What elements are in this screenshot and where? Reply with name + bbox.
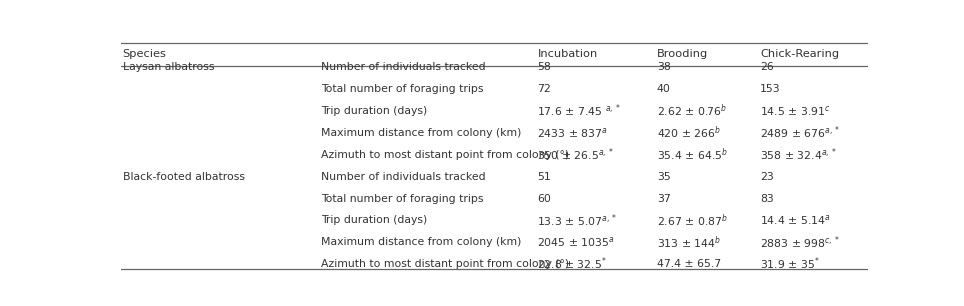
Text: 37: 37	[656, 193, 671, 203]
Text: 35: 35	[656, 172, 671, 182]
Text: 2489 ± 676$^{a,*}$: 2489 ± 676$^{a,*}$	[760, 125, 841, 141]
Text: 40: 40	[656, 84, 671, 94]
Text: Maximum distance from colony (km): Maximum distance from colony (km)	[321, 237, 522, 247]
Text: 13.3 ± 5.07$^{a,*}$: 13.3 ± 5.07$^{a,*}$	[537, 212, 618, 229]
Text: Azimuth to most distant point from colony (°): Azimuth to most distant point from colon…	[321, 150, 569, 160]
Text: 14.5 ± 3.91$^{c}$: 14.5 ± 3.91$^{c}$	[760, 104, 831, 118]
Text: 35.4 ± 64.5$^{b}$: 35.4 ± 64.5$^{b}$	[656, 147, 728, 163]
Text: Laysan albatross: Laysan albatross	[122, 62, 214, 72]
Text: Maximum distance from colony (km): Maximum distance from colony (km)	[321, 128, 522, 138]
Text: Black-footed albatross: Black-footed albatross	[122, 172, 245, 182]
Text: 313 ± 144$^{b}$: 313 ± 144$^{b}$	[656, 234, 721, 251]
Text: Total number of foraging trips: Total number of foraging trips	[321, 84, 483, 94]
Text: Chick-Rearing: Chick-Rearing	[760, 49, 839, 59]
Text: 153: 153	[760, 84, 781, 94]
Text: 60: 60	[537, 193, 551, 203]
Text: 31.9 ± 35$^{*}$: 31.9 ± 35$^{*}$	[760, 256, 819, 272]
Text: 22.8 ± 32.5$^{*}$: 22.8 ± 32.5$^{*}$	[537, 256, 607, 272]
Text: 358 ± 32.4$^{a,*}$: 358 ± 32.4$^{a,*}$	[760, 147, 837, 163]
Text: Incubation: Incubation	[537, 49, 598, 59]
Text: 2.62 ± 0.76$^{b}$: 2.62 ± 0.76$^{b}$	[656, 103, 727, 119]
Text: 350 ± 26.5$^{a,*}$: 350 ± 26.5$^{a,*}$	[537, 147, 614, 163]
Text: Trip duration (days): Trip duration (days)	[321, 106, 427, 116]
Text: 2433 ± 837$^{a}$: 2433 ± 837$^{a}$	[537, 126, 608, 140]
Text: 26: 26	[760, 62, 774, 72]
Text: 38: 38	[656, 62, 671, 72]
Text: 58: 58	[537, 62, 551, 72]
Text: Species: Species	[122, 49, 167, 59]
Text: 2.67 ± 0.87$^{b}$: 2.67 ± 0.87$^{b}$	[656, 212, 728, 229]
Text: Trip duration (days): Trip duration (days)	[321, 215, 427, 226]
Text: 14.4 ± 5.14$^{a}$: 14.4 ± 5.14$^{a}$	[760, 213, 831, 227]
Text: Total number of foraging trips: Total number of foraging trips	[321, 193, 483, 203]
Text: Brooding: Brooding	[656, 49, 709, 59]
Text: 72: 72	[537, 84, 551, 94]
Text: Number of individuals tracked: Number of individuals tracked	[321, 172, 485, 182]
Text: 47.4 ± 65.7: 47.4 ± 65.7	[656, 259, 721, 269]
Text: 2883 ± 998$^{c,*}$: 2883 ± 998$^{c,*}$	[760, 234, 840, 251]
Text: 51: 51	[537, 172, 551, 182]
Text: Number of individuals tracked: Number of individuals tracked	[321, 62, 485, 72]
Text: Azimuth to most distant point from colony (°): Azimuth to most distant point from colon…	[321, 259, 569, 269]
Text: 17.6 ± 7.45 $^{a,*}$: 17.6 ± 7.45 $^{a,*}$	[537, 103, 621, 119]
Text: 420 ± 266$^{b}$: 420 ± 266$^{b}$	[656, 125, 721, 141]
Text: 83: 83	[760, 193, 774, 203]
Text: 23: 23	[760, 172, 774, 182]
Text: 2045 ± 1035$^{a}$: 2045 ± 1035$^{a}$	[537, 235, 615, 249]
